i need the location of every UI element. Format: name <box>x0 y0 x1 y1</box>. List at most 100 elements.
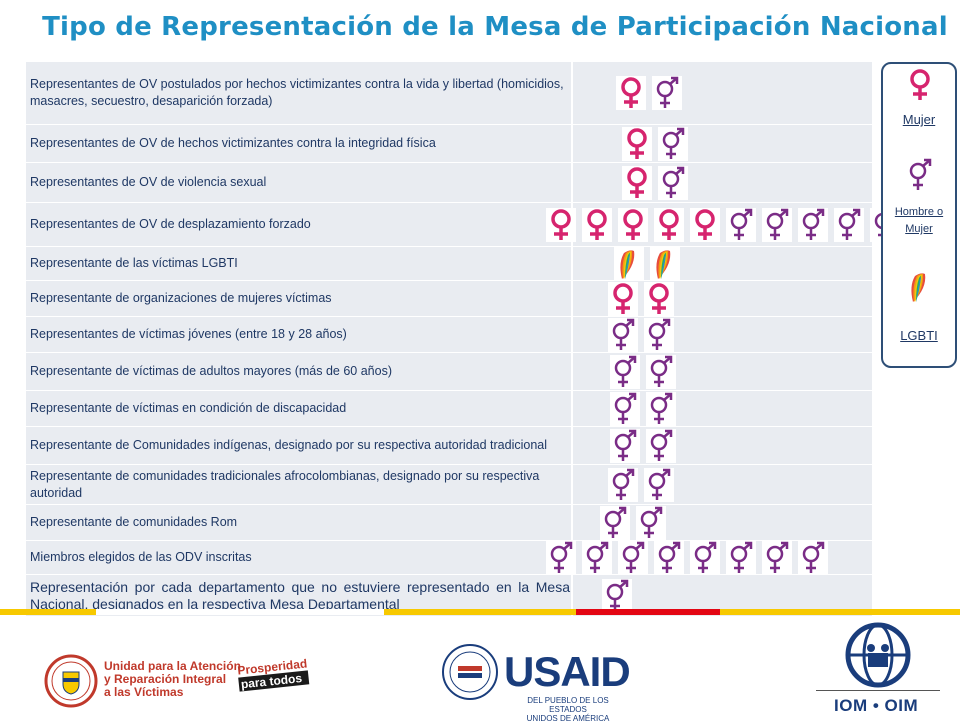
prosperidad-para-todos-logo: Prosperidad para todos <box>236 656 310 692</box>
gender-symbol-icon <box>646 428 676 463</box>
gender-symbol-icon <box>646 354 676 389</box>
gender-symbol-icon <box>798 540 828 575</box>
column-divider <box>571 125 573 162</box>
female-symbol-icon <box>616 76 646 110</box>
row-label: Representación por cada departamento que… <box>30 578 570 612</box>
row-icons <box>616 62 688 124</box>
column-divider <box>571 427 573 464</box>
row-label: Miembros elegidos de las ODV inscritas <box>30 550 252 564</box>
female-symbol-icon <box>654 207 684 242</box>
gender-symbol-icon <box>644 467 674 502</box>
row-label: Representante de víctimas de adultos may… <box>30 364 392 378</box>
table-row: Representante de comunidades tradicional… <box>26 464 872 504</box>
gender-symbol-icon <box>608 317 638 352</box>
usaid-subtitle: DEL PUEBLO DE LOS ESTADOS UNIDOS DE AMÉR… <box>526 696 610 723</box>
row-icons <box>610 391 682 426</box>
column-divider <box>571 465 573 504</box>
gender-symbol-icon <box>726 207 756 242</box>
row-icons <box>600 505 672 540</box>
gender-symbol-icon <box>726 540 756 575</box>
row-label: Representante de organizaciones de mujer… <box>30 291 332 305</box>
row-icons <box>602 575 638 616</box>
gender-symbol-icon <box>600 505 630 540</box>
table-row: Representante de víctimas de adultos may… <box>26 352 872 390</box>
gender-symbol-icon <box>608 467 638 502</box>
row-icons <box>614 246 686 281</box>
legend: Mujer Hombre o Mujer LGBTI <box>881 62 957 368</box>
row-label: Representante de comunidades tradicional… <box>30 468 540 500</box>
row-icons <box>610 353 682 390</box>
gender-symbol-icon <box>762 207 792 242</box>
row-label: Representantes de OV de hechos victimiza… <box>30 136 436 150</box>
column-divider <box>571 62 573 124</box>
gender-symbol-icon <box>644 317 674 352</box>
row-label: Representantes de OV de violencia sexual <box>30 175 267 189</box>
row-icons <box>608 465 680 504</box>
iom-logo: IOM • OIM <box>816 620 956 720</box>
gender-symbol-icon <box>658 126 688 161</box>
gender-symbol-icon <box>610 354 640 389</box>
female-symbol-icon <box>582 207 612 242</box>
female-symbol-icon <box>644 281 674 316</box>
column-divider <box>571 391 573 426</box>
gender-symbol-icon <box>646 391 676 426</box>
unidad-victimas-logo: Unidad para la Atención y Reparación Int… <box>44 650 310 716</box>
gender-symbol-icon <box>610 391 640 426</box>
row-label: Representantes de víctimas jóvenes (entr… <box>30 327 347 341</box>
table-row: Representante de Comunidades indígenas, … <box>26 426 872 464</box>
female-symbol-icon <box>608 281 638 316</box>
legend-label-mujer: Mujer <box>902 112 936 127</box>
gender-symbol-icon <box>602 578 632 613</box>
table-row: Representante de organizaciones de mujer… <box>26 280 872 316</box>
table-row: Miembros elegidos de las ODV inscritas <box>26 540 872 575</box>
iom-globe-icon <box>845 622 911 688</box>
gender-symbol-icon <box>652 76 682 110</box>
column-divider <box>571 281 573 316</box>
table-row: Representación por cada departamento que… <box>26 574 872 616</box>
footer-logos: Unidad para la Atención y Reparación Int… <box>0 620 960 723</box>
gender-symbol-icon <box>582 540 612 575</box>
column-divider <box>571 247 573 280</box>
row-icons <box>608 317 680 352</box>
usaid-wordmark: USAID <box>504 648 631 695</box>
female-symbol-icon <box>546 207 576 242</box>
female-symbol-icon <box>622 126 652 161</box>
iom-divider <box>816 690 940 691</box>
legend-label-hombre-o-mujer: Hombre o Mujer <box>894 206 944 235</box>
row-label: Representante de Comunidades indígenas, … <box>30 438 548 452</box>
lgbti-icon <box>905 270 935 304</box>
usaid-logo: USAID DEL PUEBLO DE LOS ESTADOS UNIDOS D… <box>440 634 640 723</box>
table-row: Representante de víctimas en condición d… <box>26 390 872 426</box>
page-title: Tipo de Representación de la Mesa de Par… <box>42 12 948 42</box>
row-icons <box>546 540 834 575</box>
column-divider <box>571 505 573 540</box>
row-label: Representantes de OV postulados por hech… <box>30 77 564 108</box>
iom-wordmark: IOM • OIM <box>834 696 919 715</box>
footer-stripe <box>0 609 960 615</box>
gender-symbol-icon <box>762 540 792 575</box>
row-icons <box>608 281 680 316</box>
gender-symbol-icon <box>690 540 720 575</box>
row-icons <box>546 203 906 246</box>
row-label: Representantes de OV de desplazamiento f… <box>30 217 311 231</box>
colombia-coat-of-arms-icon <box>44 654 98 708</box>
table-row: Representante de comunidades Rom <box>26 504 872 540</box>
row-label: Representante de las víctimas LGBTI <box>30 256 238 270</box>
gender-symbol-icon <box>618 540 648 575</box>
representation-table: Representantes de OV postulados por hech… <box>26 62 900 616</box>
gender-symbol-icon <box>546 540 576 575</box>
lgbti-icon <box>650 246 680 281</box>
gender-symbol-icon <box>654 540 684 575</box>
unidad-victimas-text: Unidad para la Atención y Reparación Int… <box>104 659 241 699</box>
row-label: Representante de víctimas en condición d… <box>30 401 347 415</box>
row-icons <box>610 427 682 464</box>
column-divider <box>571 317 573 352</box>
table-row: Representantes de OV postulados por hech… <box>26 62 872 124</box>
lgbti-icon <box>614 246 644 281</box>
gender-symbol-icon <box>905 158 935 192</box>
legend-label-lgbti: LGBTI <box>900 328 938 343</box>
row-icons <box>622 163 694 202</box>
table-row: Representantes de OV de desplazamiento f… <box>26 202 900 246</box>
column-divider <box>571 163 573 202</box>
table-row: Representantes de OV de hechos victimiza… <box>26 124 872 162</box>
